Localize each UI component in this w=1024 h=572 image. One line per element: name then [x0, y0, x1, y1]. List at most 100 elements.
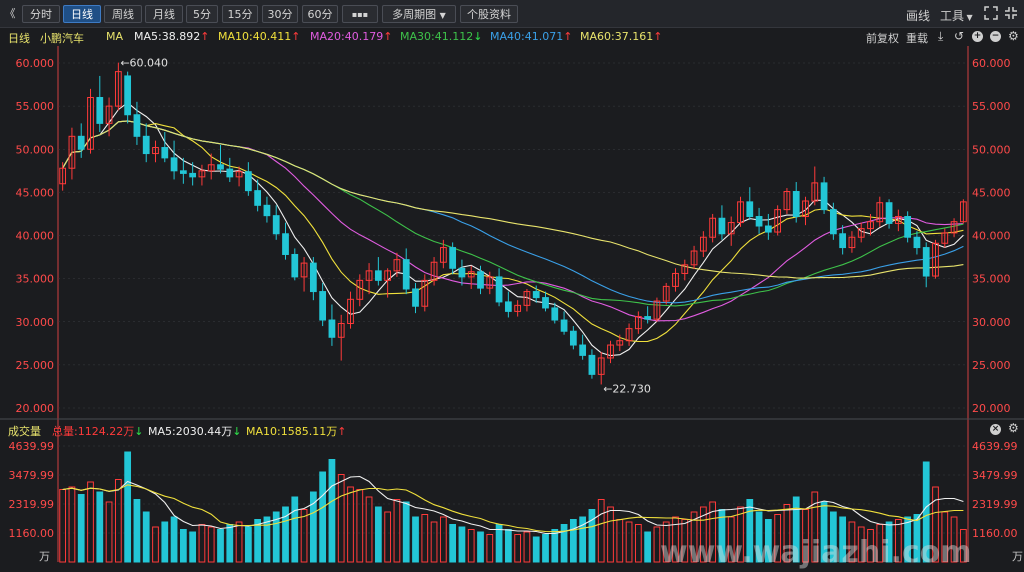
ma-label[interactable]: MA: [106, 30, 124, 43]
tools-dropdown[interactable]: 工具 ▼: [940, 7, 973, 24]
period-tab-30min[interactable]: 30分: [262, 5, 298, 23]
volume-bar: [634, 523, 642, 563]
multi-period-dropdown[interactable]: 多周期图 ▼: [382, 5, 456, 23]
volume-bar: [588, 508, 596, 563]
ma5-value: MA5:38.892↑: [134, 30, 210, 43]
volume-bar: [792, 496, 800, 563]
volume-bar: [699, 506, 707, 563]
volume-bar: [198, 523, 206, 563]
candle-body: [152, 147, 159, 155]
download-icon[interactable]: ⤓: [938, 29, 944, 43]
volume-bar: [616, 518, 624, 563]
candle-body: [829, 209, 837, 235]
stock-name: 小鹏汽车: [40, 32, 84, 45]
price-tick-right: 25.000: [972, 359, 1011, 372]
period-tab-5min[interactable]: 5分: [186, 5, 218, 23]
candle-body: [792, 191, 800, 218]
candle-body: [439, 247, 447, 263]
period-tab-weekly[interactable]: 周线: [104, 5, 142, 23]
candle-body: [876, 202, 884, 223]
candle-body: [857, 228, 865, 238]
candle-body: [124, 75, 132, 116]
period-tab-60min[interactable]: 60分: [302, 5, 338, 23]
volume-bar: [356, 488, 364, 563]
volume-ma10: MA10:1585.11万↑: [246, 425, 347, 438]
volume-bar: [319, 471, 327, 563]
volume-bar: [523, 531, 531, 563]
period-tab-monthly[interactable]: 月线: [145, 5, 183, 23]
volume-tick-left: 2319.99: [9, 498, 55, 511]
period-tab-15min[interactable]: 15分: [222, 5, 258, 23]
back-button[interactable]: 《: [4, 7, 16, 20]
volume-settings-icon[interactable]: ⚙: [1008, 421, 1019, 435]
volume-bar: [105, 501, 113, 563]
price-tick-right: 60.000: [972, 57, 1011, 70]
volume-tick-right: 1160.00: [972, 527, 1018, 540]
candle-body: [885, 202, 893, 224]
zoom-in-icon[interactable]: +: [972, 31, 983, 42]
volume-bar: [449, 523, 457, 563]
volume-bar: [904, 516, 912, 563]
volume-bar: [959, 528, 967, 563]
ma10-value: MA10:40.411↑: [218, 30, 301, 43]
settings-icon[interactable]: ⚙: [1008, 29, 1019, 43]
candle-body: [161, 147, 169, 159]
volume-bar: [607, 506, 614, 563]
volume-unit-left: 万: [39, 550, 50, 563]
candle-body: [393, 259, 401, 272]
volume-bar: [300, 508, 308, 563]
candle-body: [904, 216, 912, 238]
candle-body: [718, 217, 726, 235]
period-tab-daily[interactable]: 日线: [63, 5, 101, 23]
volume-bar: [263, 516, 271, 563]
high-annotation: ←60.040: [120, 57, 168, 70]
zoom-out-icon[interactable]: −: [990, 31, 1001, 42]
volume-bar: [133, 498, 141, 563]
volume-bar: [774, 513, 782, 563]
candle-body: [263, 204, 271, 217]
volume-bar: [291, 496, 299, 563]
volume-bar: [124, 451, 132, 563]
expand-icon[interactable]: [984, 6, 998, 23]
candle-body: [709, 217, 717, 238]
volume-bar: [152, 526, 159, 563]
stock-info-button[interactable]: 个股资料: [460, 5, 518, 23]
candle-body: [495, 276, 503, 303]
candle-body: [328, 319, 336, 338]
volume-bar: [96, 491, 104, 563]
volume-tick-left: 3479.99: [9, 469, 55, 482]
volume-bar: [764, 518, 772, 563]
multi-period-label: 多周期图: [392, 8, 437, 21]
candle-body: [189, 172, 197, 178]
chevron-down-icon: ▼: [964, 13, 973, 22]
candle-body: [746, 201, 754, 218]
candle-body: [309, 262, 317, 293]
price-tick-left: 40.000: [16, 230, 55, 243]
candle-body: [467, 271, 475, 278]
candle-body: [142, 135, 150, 155]
price-tick-left: 50.000: [16, 143, 55, 156]
candle-body: [959, 201, 967, 223]
candle-body: [625, 328, 633, 342]
candle-body: [412, 288, 419, 307]
candle-body: [337, 322, 345, 338]
candle-body: [114, 71, 122, 107]
close-volume-icon[interactable]: ×: [990, 424, 1001, 435]
more-periods-button[interactable]: ▪▪▪: [342, 5, 378, 23]
undo-icon[interactable]: ↺: [954, 29, 965, 43]
volume-bar: [867, 528, 874, 563]
volume-tick-right: 4639.99: [972, 440, 1018, 453]
volume-bar: [59, 488, 67, 563]
candle-body: [356, 279, 364, 300]
candle-body: [532, 291, 540, 299]
candle-body: [551, 307, 559, 321]
draw-line-button[interactable]: 画线: [906, 9, 931, 23]
candle-body: [87, 97, 94, 150]
overlay-button[interactable]: 重载: [906, 32, 928, 45]
volume-bar: [486, 533, 494, 563]
volume-bar: [820, 501, 828, 563]
fullscreen-icon[interactable]: [1004, 6, 1018, 23]
period-tab-minute[interactable]: 分时: [22, 5, 60, 23]
adjust-mode-button[interactable]: 前复权: [866, 32, 899, 45]
